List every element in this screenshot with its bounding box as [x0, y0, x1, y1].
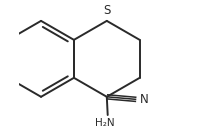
Text: N: N — [140, 93, 149, 106]
Text: H₂N: H₂N — [95, 118, 115, 128]
Text: S: S — [103, 4, 110, 17]
